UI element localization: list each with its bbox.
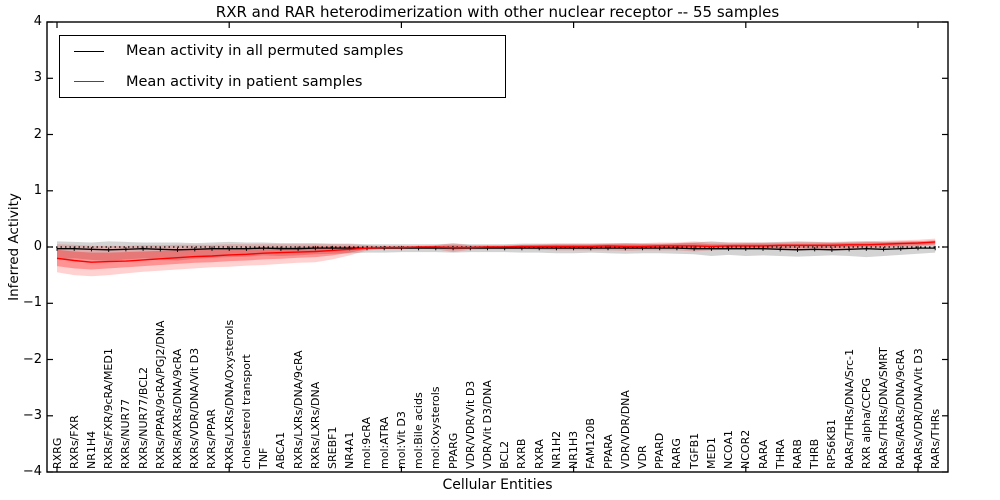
permuted-line-sample [74, 50, 104, 52]
x-tick-label: RARB [790, 439, 804, 469]
x-tick-label: TGFB1 [687, 432, 701, 469]
x-tick-label: PPARA [601, 434, 615, 469]
x-tick-label: BCL2 [498, 440, 512, 469]
x-tick-label: RXRG [50, 437, 64, 469]
x-tick-label: RXRs/RXRs/DNA/9cRA [171, 348, 185, 469]
y-tick-label: 2 [33, 126, 42, 142]
x-tick-label: cholesterol transport [239, 354, 253, 469]
x-tick-label: THRA [773, 439, 787, 469]
x-tick-label: VDR/VDR/DNA [618, 390, 632, 469]
legend-entry-permuted: Mean activity in all permuted samples [60, 43, 505, 59]
x-tick-label: NCOA1 [722, 430, 736, 469]
x-tick-label: RARs/THRs/DNA/Src-1 [842, 348, 856, 469]
x-tick-label: RXRs/FXR [67, 415, 81, 469]
x-tick-label: mol:Vit D3 [394, 411, 408, 469]
x-tick-label: RARA [756, 439, 770, 469]
x-tick-label: PPARD [653, 432, 667, 469]
x-tick-label: RXRs/PPAR/9cRA/PGJ2/DNA [153, 320, 167, 470]
x-tick-label: VDR/VDR/Vit D3 [463, 380, 477, 469]
x-tick-label: MED1 [704, 437, 718, 469]
x-tick-label: RARG [670, 438, 684, 469]
x-axis-label: Cellular Entities [442, 477, 553, 493]
y-tick-label: 3 [33, 70, 42, 86]
patient-line-sample [74, 81, 104, 83]
y-tick-label: 0 [33, 239, 42, 254]
x-tick-label: ABCA1 [274, 431, 288, 469]
y-tick-label: 4 [33, 14, 42, 29]
y-tick-label: −2 [22, 351, 42, 367]
x-tick-label: RXRs/VDR/DNA/Vit D3 [188, 347, 202, 469]
legend-label: Mean activity in patient samples [126, 73, 363, 90]
x-tick-label: RPS6KB1 [825, 418, 839, 469]
x-tick-label: NR4A1 [343, 431, 357, 469]
chart-title: RXR and RAR heterodimerization with othe… [215, 3, 780, 21]
x-tick-label: RXRA [532, 439, 546, 469]
legend-entry-patient: Mean activity in patient samples [60, 74, 505, 90]
x-tick-label: RXRs/PPAR [205, 409, 219, 469]
y-tick-label: 1 [33, 182, 42, 198]
x-tick-label: mol:ATRA [377, 416, 391, 469]
x-tick-label: RXRB [515, 438, 529, 469]
x-tick-label: mol:Oxysterols [429, 386, 443, 470]
x-tick-label: FAM120B [584, 418, 598, 469]
x-tick-label: RARs/THRs/DNA/SMRT [877, 347, 891, 469]
y-tick-label: −4 [22, 464, 42, 479]
x-tick-label: RARs/THRs [928, 408, 942, 469]
x-tick-label: RARs/RARs/DNA/9cRA [894, 349, 908, 469]
legend-label: Mean activity in all permuted samples [126, 43, 404, 60]
x-tick-label: TNF [257, 447, 271, 469]
x-tick-label: RXRs/LXRs/DNA/Oxysterols [222, 319, 236, 469]
x-tick-label: RXRs/NUR77 [119, 398, 133, 469]
x-tick-label: mol:Bile acids [412, 392, 426, 469]
x-tick-label: THRB [808, 438, 822, 469]
x-tick-label: NR1H3 [567, 430, 581, 469]
x-tick-label: PPARG [446, 432, 460, 469]
x-tick-label: NCOR2 [739, 429, 753, 469]
x-tick-label: VDR [635, 445, 649, 469]
x-tick-label: RXRs/NUR77/BCL2 [136, 366, 150, 469]
x-tick-label: mol:9cRA [360, 417, 374, 469]
x-tick-label: SREBF1 [326, 426, 340, 469]
x-tick-label: RXRs/LXRs/DNA [308, 381, 322, 469]
x-tick-label: RXRs/LXRs/DNA/9cRA [291, 350, 305, 469]
x-tick-label: RXRs/FXR/9cRA/MED1 [102, 348, 116, 469]
x-tick-label: RARs/VDR/DNA/Vit D3 [911, 348, 925, 469]
x-tick-label: RXR alpha/CCPG [859, 377, 873, 469]
x-tick-label: VDR/Vit D3/DNA [481, 380, 494, 469]
x-tick-label: NR1H2 [549, 430, 563, 469]
y-tick-label: −1 [22, 295, 42, 311]
x-tick-label: NR1H4 [84, 430, 98, 469]
y-tick-label: −3 [22, 407, 42, 423]
legend: Mean activity in all permuted samples Me… [59, 35, 506, 98]
